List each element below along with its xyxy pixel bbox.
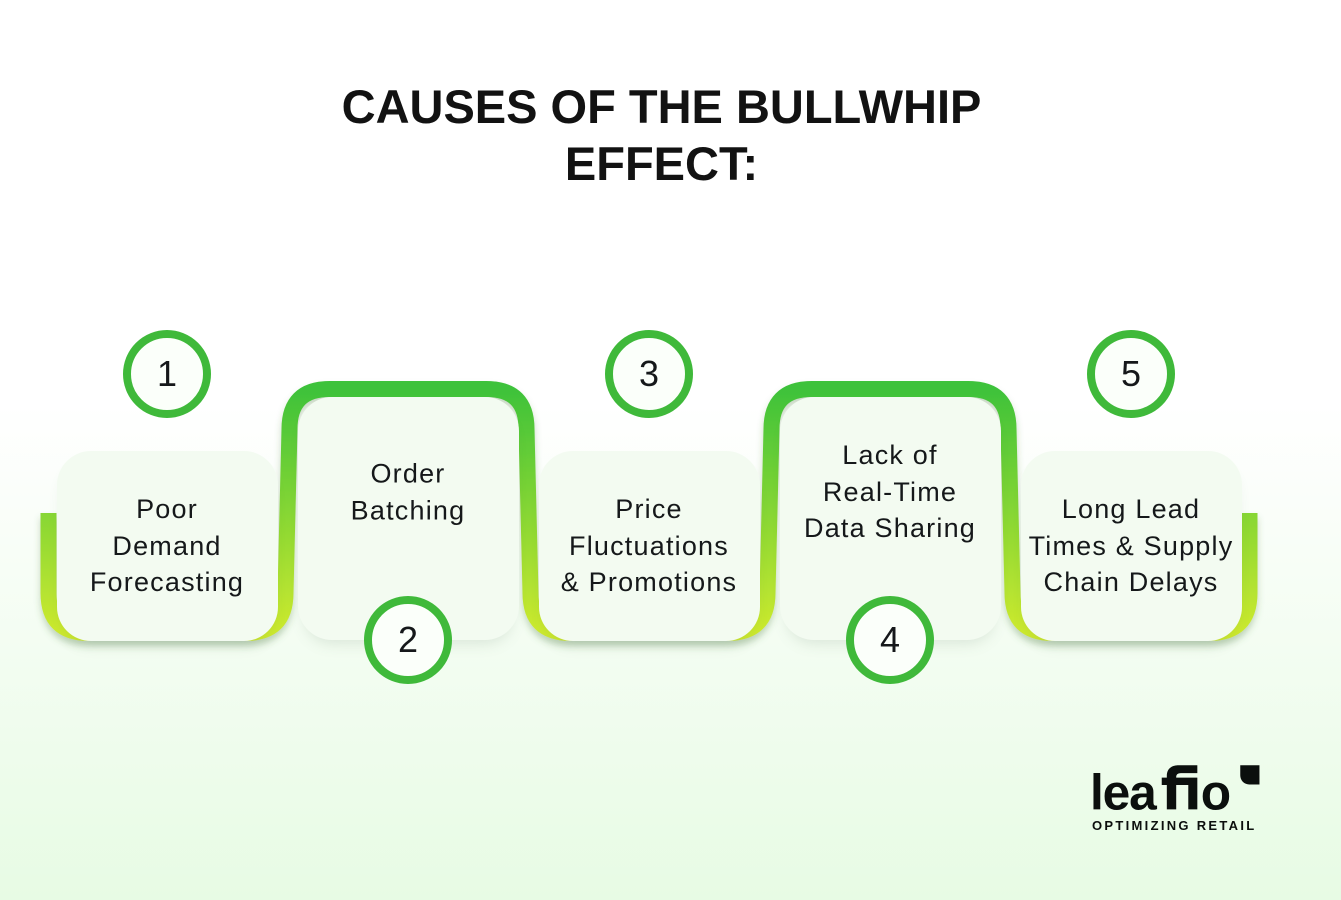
svg-text:lea: lea: [1090, 765, 1157, 820]
svg-text:o: o: [1201, 765, 1231, 820]
